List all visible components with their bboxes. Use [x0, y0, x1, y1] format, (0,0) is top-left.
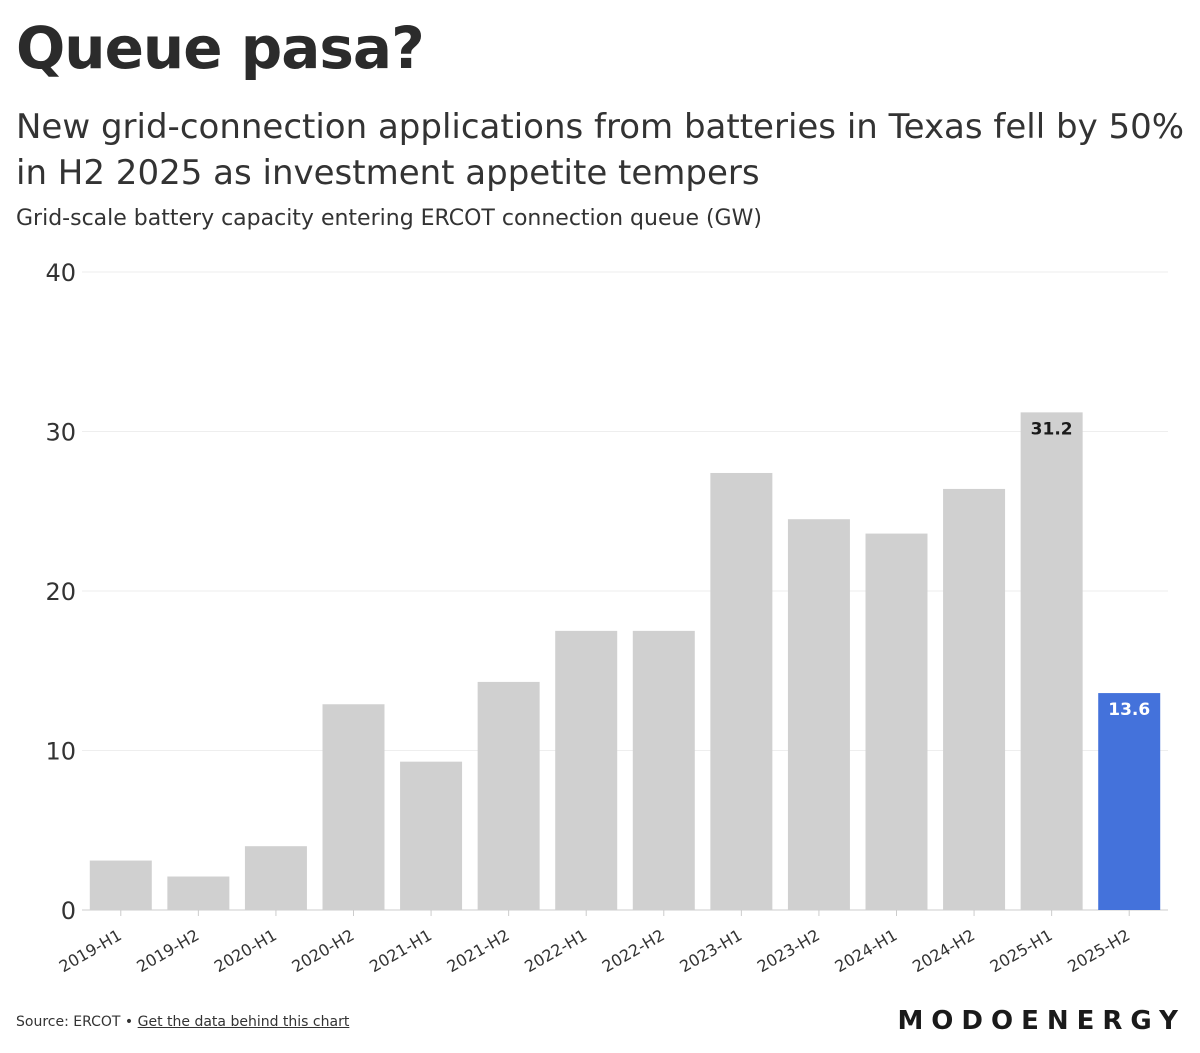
x-tick-label: 2024-H1 — [832, 925, 901, 976]
x-tick-label: 2021-H2 — [444, 925, 513, 976]
chart-title: Queue pasa? — [16, 14, 425, 82]
bar — [787, 519, 850, 910]
bar — [167, 876, 230, 910]
bar — [710, 472, 773, 910]
data-labels: 31.2 13.6 — [1031, 419, 1151, 720]
y-tick-label: 30 — [45, 419, 76, 447]
x-tick-label: 2019-H2 — [133, 925, 202, 976]
x-tick-label: 2025-H2 — [1064, 925, 1133, 976]
unit-label: Grid-scale battery capacity entering ERC… — [16, 206, 762, 231]
x-tick-label: 2021-H1 — [366, 925, 435, 976]
x-axis-ticks: 2019-H1 2019-H2 2020-H1 2020-H2 2021-H1 2021-… — [56, 910, 1133, 976]
x-tick-label: 2020-H1 — [211, 925, 280, 976]
y-tick-label: 0 — [61, 897, 76, 925]
x-tick-label: 2024-H2 — [909, 925, 978, 976]
brand-logo: MODOENERGY — [897, 1006, 1186, 1036]
bar — [632, 630, 695, 910]
bar — [1020, 412, 1083, 910]
x-tick-label: 2019-H1 — [56, 925, 125, 976]
bar — [89, 860, 152, 910]
x-tick-label: 2023-H2 — [754, 925, 823, 976]
data-label: 13.6 — [1108, 700, 1150, 720]
x-tick-label: 2023-H1 — [676, 925, 745, 976]
bars — [89, 412, 1161, 910]
bar — [244, 846, 307, 910]
chart-subtitle: New grid-connection applications from ba… — [16, 107, 1185, 193]
x-tick-label: 2020-H2 — [289, 925, 358, 976]
bar — [865, 533, 928, 910]
data-link[interactable]: Get the data behind this chart — [137, 1014, 350, 1030]
bar — [1098, 693, 1161, 910]
bar — [477, 681, 540, 910]
source-note: Source: ERCOT • Get the data behind this… — [16, 1014, 349, 1030]
x-tick-label: 2022-H2 — [599, 925, 668, 976]
x-tick-label: 2025-H1 — [987, 925, 1056, 976]
y-tick-label: 10 — [45, 738, 76, 766]
bar-chart: 0 10 20 30 40 31.2 13.6 2019-H1 2019-H2 2020-H1… — [45, 259, 1168, 976]
x-tick-label: 2022-H1 — [521, 925, 590, 976]
bar — [943, 488, 1006, 910]
bar — [555, 630, 618, 910]
source-text: Source: ERCOT • — [16, 1014, 134, 1030]
y-tick-label: 40 — [45, 259, 76, 287]
y-tick-label: 20 — [45, 578, 76, 606]
bar — [322, 704, 385, 910]
data-label: 31.2 — [1031, 419, 1073, 439]
gridlines — [82, 271, 1168, 911]
y-axis-ticks: 0 10 20 30 40 — [45, 259, 76, 925]
bar — [400, 761, 463, 910]
